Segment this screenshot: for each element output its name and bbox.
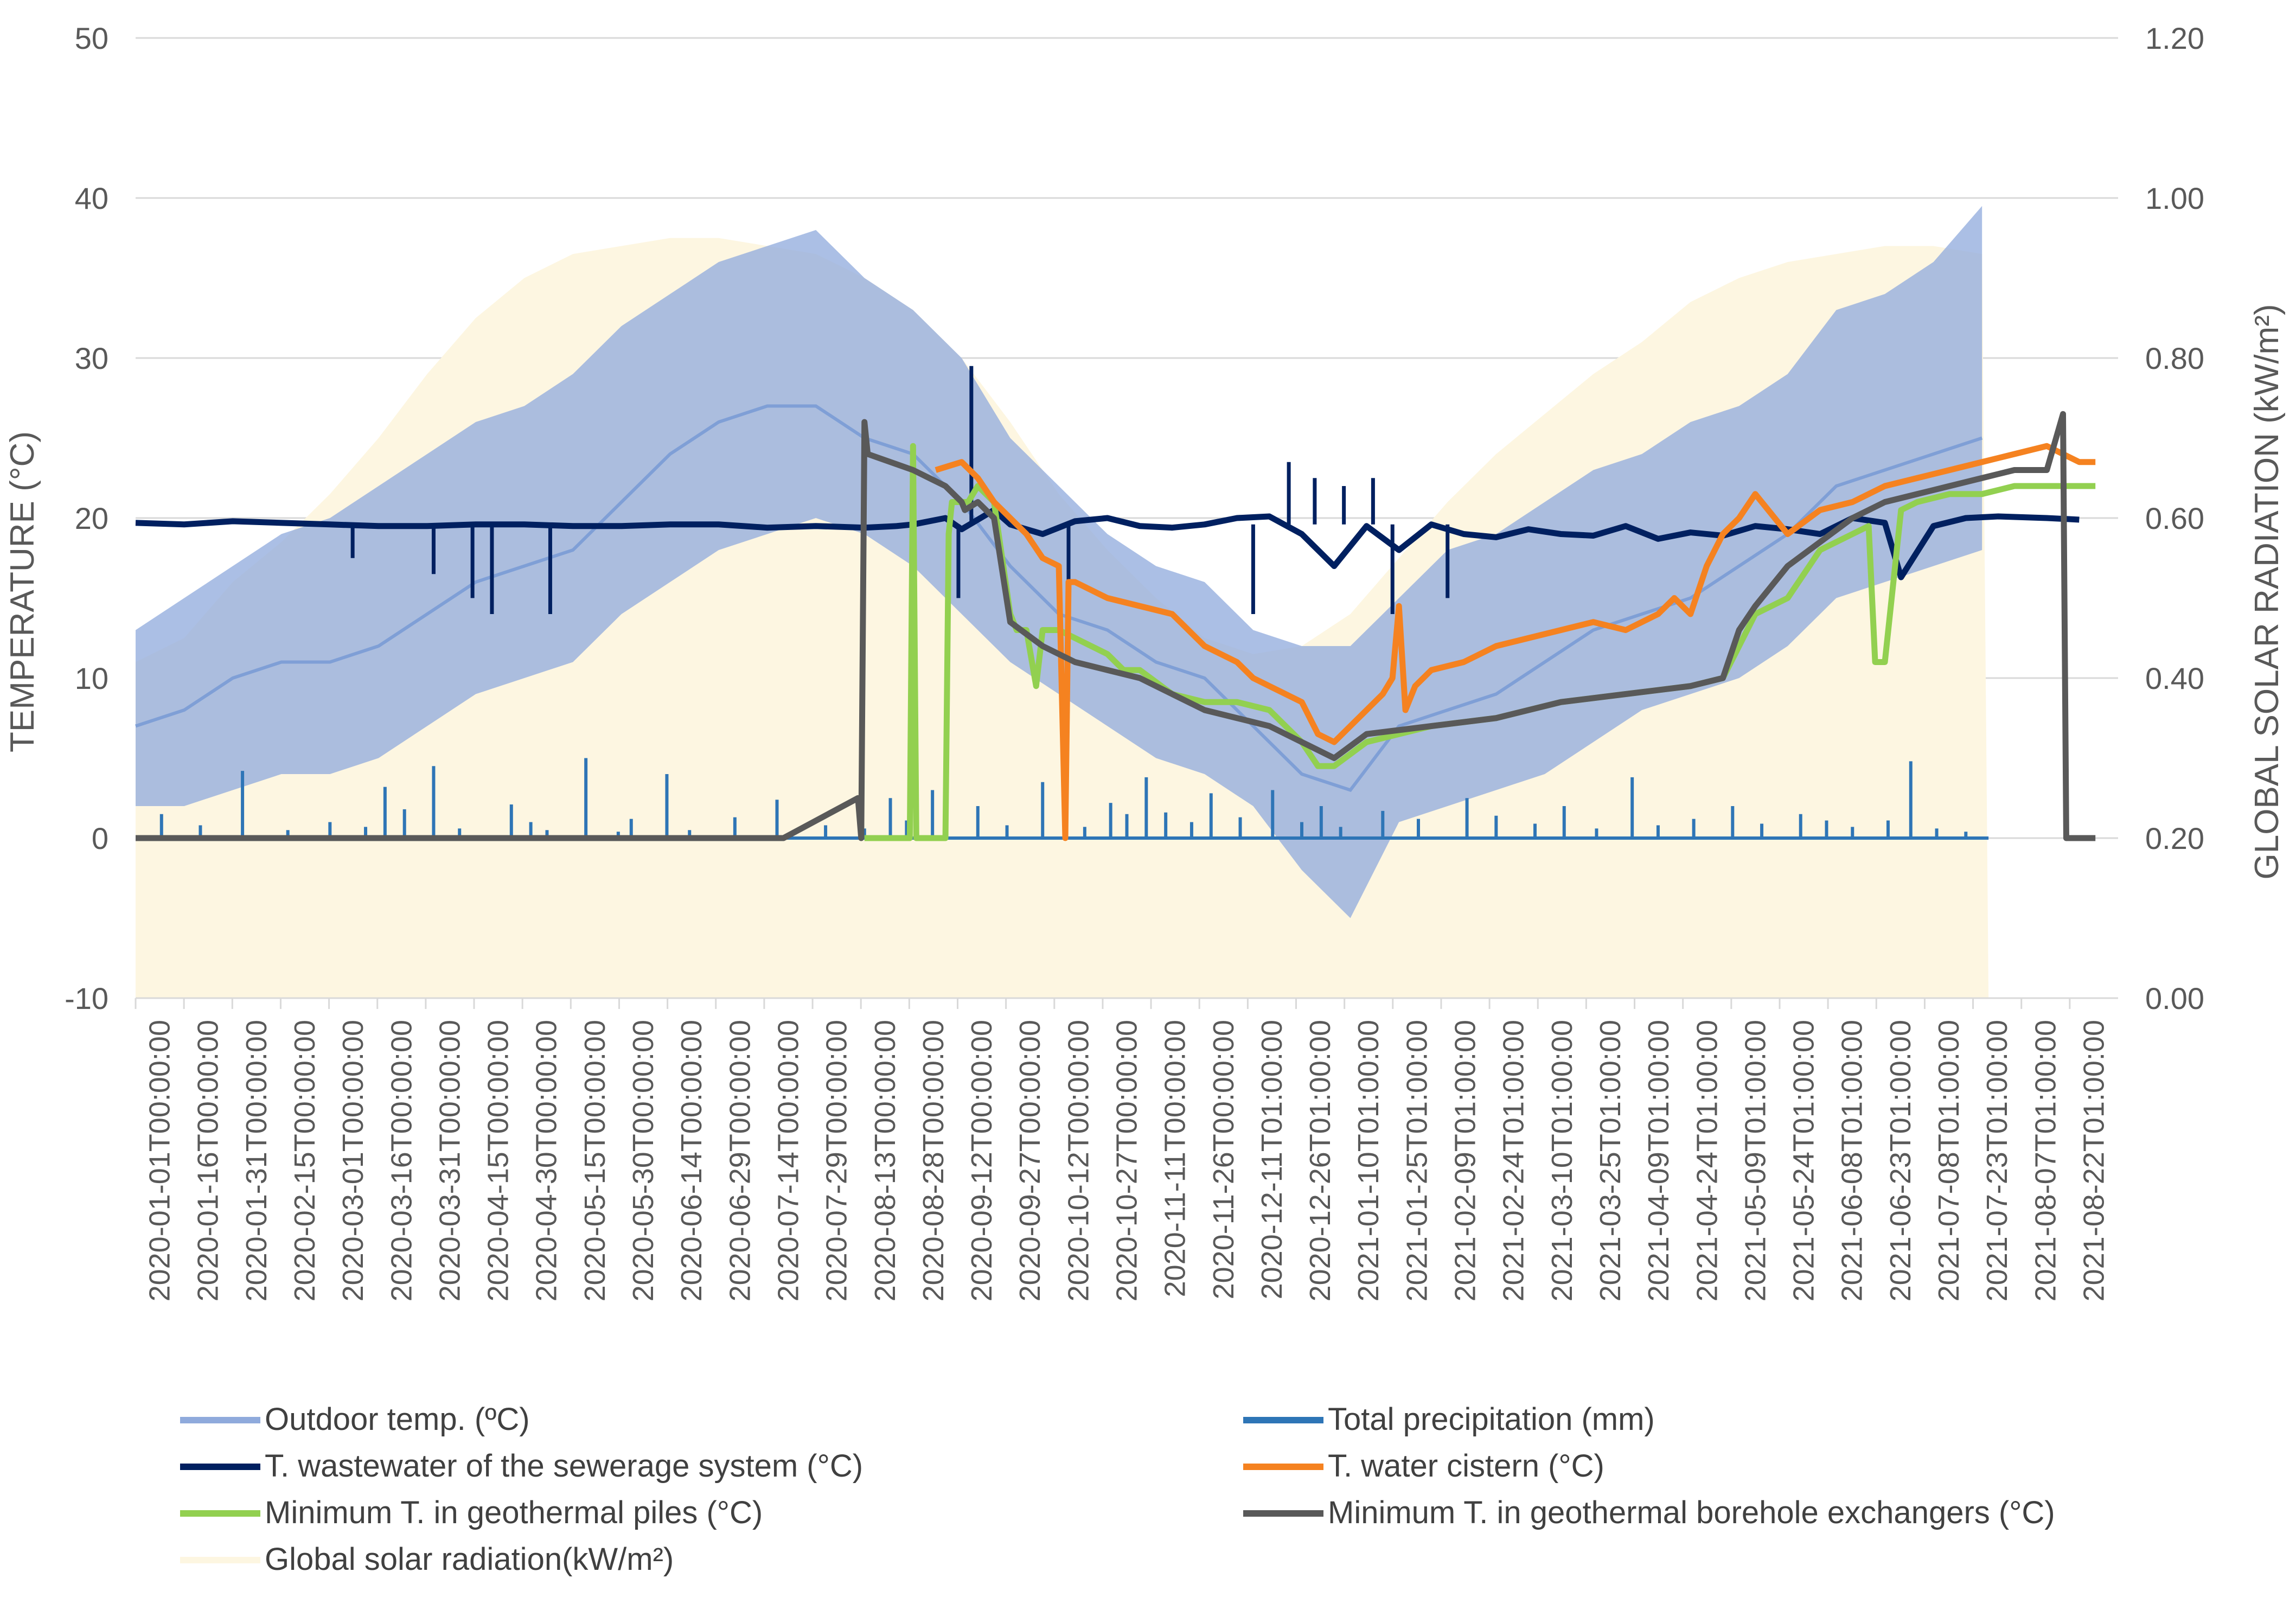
x-tick-label: 2020-11-11T00:00:00 bbox=[1159, 1020, 1192, 1297]
x-tick-label: 2020-03-01T00:00:00 bbox=[337, 1020, 369, 1301]
x-tick-label: 2021-02-24T01:00:00 bbox=[1498, 1020, 1530, 1301]
x-tick-label: 2020-08-13T00:00:00 bbox=[869, 1020, 901, 1301]
series-water-cistern-temp bbox=[935, 443, 2096, 841]
x-tick-label: 2020-09-27T00:00:00 bbox=[1014, 1020, 1046, 1301]
series-outdoor-temp-band bbox=[136, 206, 1982, 918]
y-tick-right-label: 0.40 bbox=[2145, 661, 2204, 695]
x-tick-label: 2021-04-09T01:00:00 bbox=[1642, 1020, 1675, 1301]
x-tick-label: 2020-05-30T00:00:00 bbox=[627, 1020, 660, 1301]
y-tick-right-label: 0.60 bbox=[2145, 501, 2204, 535]
x-tick-label: 2020-12-11T01:00:00 bbox=[1256, 1020, 1288, 1299]
y-tick-left-label: 10 bbox=[75, 661, 108, 695]
y-tick-right-label: 0.00 bbox=[2145, 981, 2204, 1015]
temperature-lines bbox=[135, 366, 2096, 841]
y-tick-right-label: 0.20 bbox=[2145, 821, 2204, 855]
x-tick-label: 2021-07-23T01:00:00 bbox=[1981, 1020, 2013, 1301]
x-tick-label: 2020-12-26T01:00:00 bbox=[1304, 1020, 1336, 1301]
legend-label: T. wastewater of the sewerage system (°C… bbox=[265, 1448, 863, 1484]
x-tick-label: 2021-01-25T01:00:00 bbox=[1400, 1020, 1433, 1301]
y-tick-right-label: 1.20 bbox=[2145, 21, 2204, 55]
x-tick-label: 2020-06-14T00:00:00 bbox=[675, 1020, 708, 1301]
x-tick-label: 2020-02-15T00:00:00 bbox=[289, 1020, 321, 1301]
x-tick-label: 2020-05-15T00:00:00 bbox=[579, 1020, 611, 1301]
y-tick-left-label: -10 bbox=[65, 981, 108, 1015]
y-tick-left-label: 20 bbox=[75, 501, 108, 535]
x-tick-label: 2020-11-26T00:00:00 bbox=[1207, 1020, 1240, 1299]
legend-label: Global solar radiation(kW/m²) bbox=[265, 1542, 674, 1577]
x-tick-label: 2021-07-08T01:00:00 bbox=[1933, 1020, 1965, 1301]
y-tick-left-label: 0 bbox=[92, 821, 108, 855]
x-tick-label: 2021-03-25T01:00:00 bbox=[1594, 1020, 1627, 1301]
x-tick-label: 2020-08-28T00:00:00 bbox=[917, 1020, 950, 1301]
y-tick-right-label: 0.80 bbox=[2145, 341, 2204, 375]
legend-label: Minimum T. in geothermal borehole exchan… bbox=[1328, 1495, 2055, 1530]
x-tick-label: 2021-02-09T01:00:00 bbox=[1449, 1020, 1482, 1301]
x-tick-label: 2020-03-16T00:00:00 bbox=[385, 1020, 418, 1301]
x-tick-label: 2021-01-10T01:00:00 bbox=[1352, 1020, 1385, 1301]
x-axis-ticks: 2020-01-01T00:00:00 2020-01-16T00:00:00 20… bbox=[135, 998, 2110, 1301]
x-tick-label: 2020-07-29T00:00:00 bbox=[821, 1020, 853, 1301]
x-tick-label: 2020-01-31T00:00:00 bbox=[240, 1020, 273, 1301]
x-tick-label: 2020-10-27T00:00:00 bbox=[1111, 1020, 1143, 1301]
x-tick-label: 2021-03-10T01:00:00 bbox=[1546, 1020, 1578, 1301]
x-tick-label: 2021-08-07T01:00:00 bbox=[2029, 1020, 2062, 1301]
x-tick-label: 2021-05-24T01:00:00 bbox=[1788, 1020, 1820, 1301]
x-tick-label: 2020-07-14T00:00:00 bbox=[772, 1020, 804, 1301]
y-axis-left-title: TEMPERATURE (°C) bbox=[4, 431, 41, 752]
legend-label: Minimum T. in geothermal piles (°C) bbox=[265, 1495, 763, 1530]
x-tick-label: 2020-06-29T00:00:00 bbox=[724, 1020, 756, 1301]
legend-label: Outdoor temp. (ºC) bbox=[265, 1402, 530, 1437]
x-tick-label: 2020-10-12T00:00:00 bbox=[1062, 1020, 1095, 1301]
x-tick-label: 2020-01-01T00:00:00 bbox=[144, 1020, 176, 1301]
y-axis-right-title: GLOBAL SOLAR RADIATION (kW/m²) bbox=[2248, 304, 2286, 880]
series-geothermal-piles-temp bbox=[864, 443, 2096, 841]
series-wastewater-temp bbox=[135, 507, 2080, 580]
y-tick-left-label: 40 bbox=[75, 181, 108, 215]
x-tick-label: 2021-08-22T01:00:00 bbox=[2077, 1020, 2110, 1301]
y-tick-right-label: 1.00 bbox=[2145, 181, 2204, 215]
x-tick-label: 2021-05-09T01:00:00 bbox=[1739, 1020, 1771, 1301]
x-tick-label: 2021-06-08T01:00:00 bbox=[1836, 1020, 1869, 1301]
x-tick-label: 2020-03-31T00:00:00 bbox=[433, 1020, 466, 1301]
x-tick-label: 2021-06-23T01:00:00 bbox=[1884, 1020, 1917, 1301]
y-tick-left-label: 50 bbox=[75, 21, 108, 55]
series-borehole-exchangers-temp bbox=[136, 411, 2096, 841]
x-tick-label: 2020-09-12T00:00:00 bbox=[965, 1020, 998, 1301]
x-tick-label: 2020-04-15T00:00:00 bbox=[482, 1020, 515, 1301]
x-tick-label: 2020-01-16T00:00:00 bbox=[192, 1020, 225, 1301]
legend-label: T. water cistern (°C) bbox=[1328, 1448, 1604, 1484]
legend: Outdoor temp. (ºC) Total precipitation (m… bbox=[180, 1402, 2055, 1577]
x-tick-label: 2021-04-24T01:00:00 bbox=[1691, 1020, 1723, 1301]
y-tick-left-label: 30 bbox=[75, 341, 108, 375]
axes: -10 0.00 0 0.20 10 0.40 20 0.60 30 0.80 40 1.00 50 1.… bbox=[65, 21, 2204, 1015]
x-tick-label: 2020-04-30T00:00:00 bbox=[530, 1020, 563, 1301]
legend-label: Total precipitation (mm) bbox=[1328, 1402, 1655, 1437]
